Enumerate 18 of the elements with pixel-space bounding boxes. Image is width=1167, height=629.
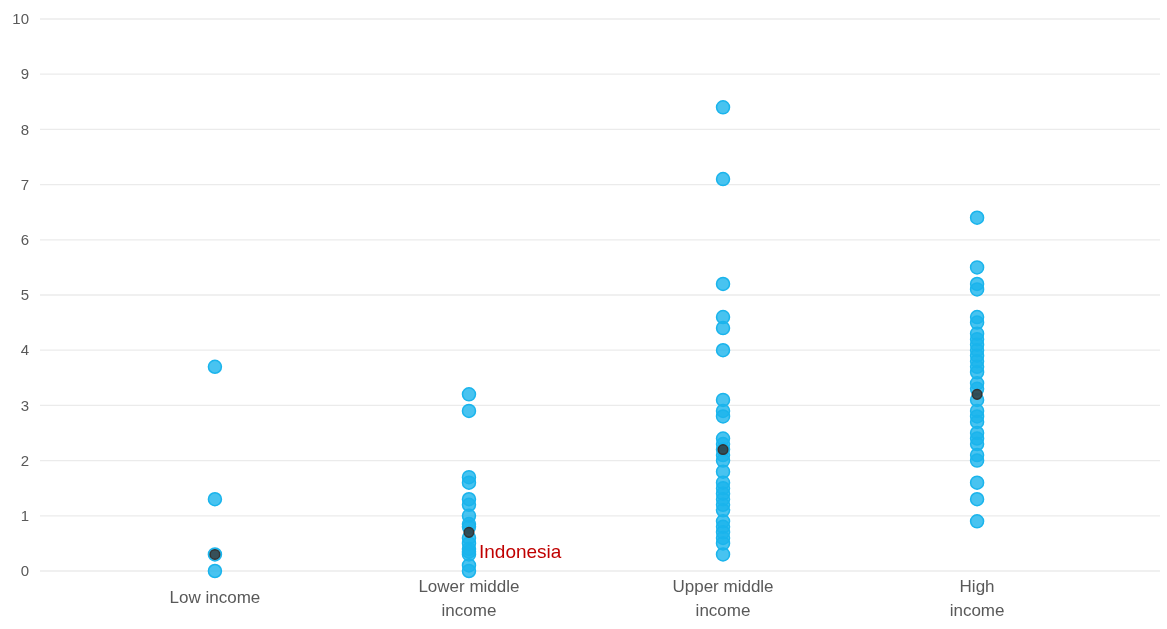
- y-tick-label: 0: [20, 562, 29, 580]
- y-tick-label: 3: [20, 396, 29, 414]
- y-tick-label: 8: [20, 120, 29, 138]
- y-tick-label: 2: [20, 451, 29, 469]
- y-tick-label: 4: [20, 341, 29, 359]
- y-tick-label: 9: [20, 65, 29, 83]
- y-tick-label: 7: [20, 175, 29, 193]
- y-tick-label: 1: [20, 507, 29, 525]
- point: [971, 388, 983, 400]
- y-tick-label: 6: [20, 231, 29, 249]
- x-tick-label: Upper middle income: [672, 577, 774, 620]
- y-tick-label: 5: [20, 286, 29, 304]
- annotation: Indonesia: [478, 541, 562, 563]
- y-tick-label: 10: [12, 10, 29, 28]
- x-tick-label: Low income: [169, 588, 261, 607]
- point: [463, 526, 475, 538]
- x-tick-label: High income: [949, 577, 1005, 620]
- x-tick-label: Lower middle income: [418, 577, 520, 620]
